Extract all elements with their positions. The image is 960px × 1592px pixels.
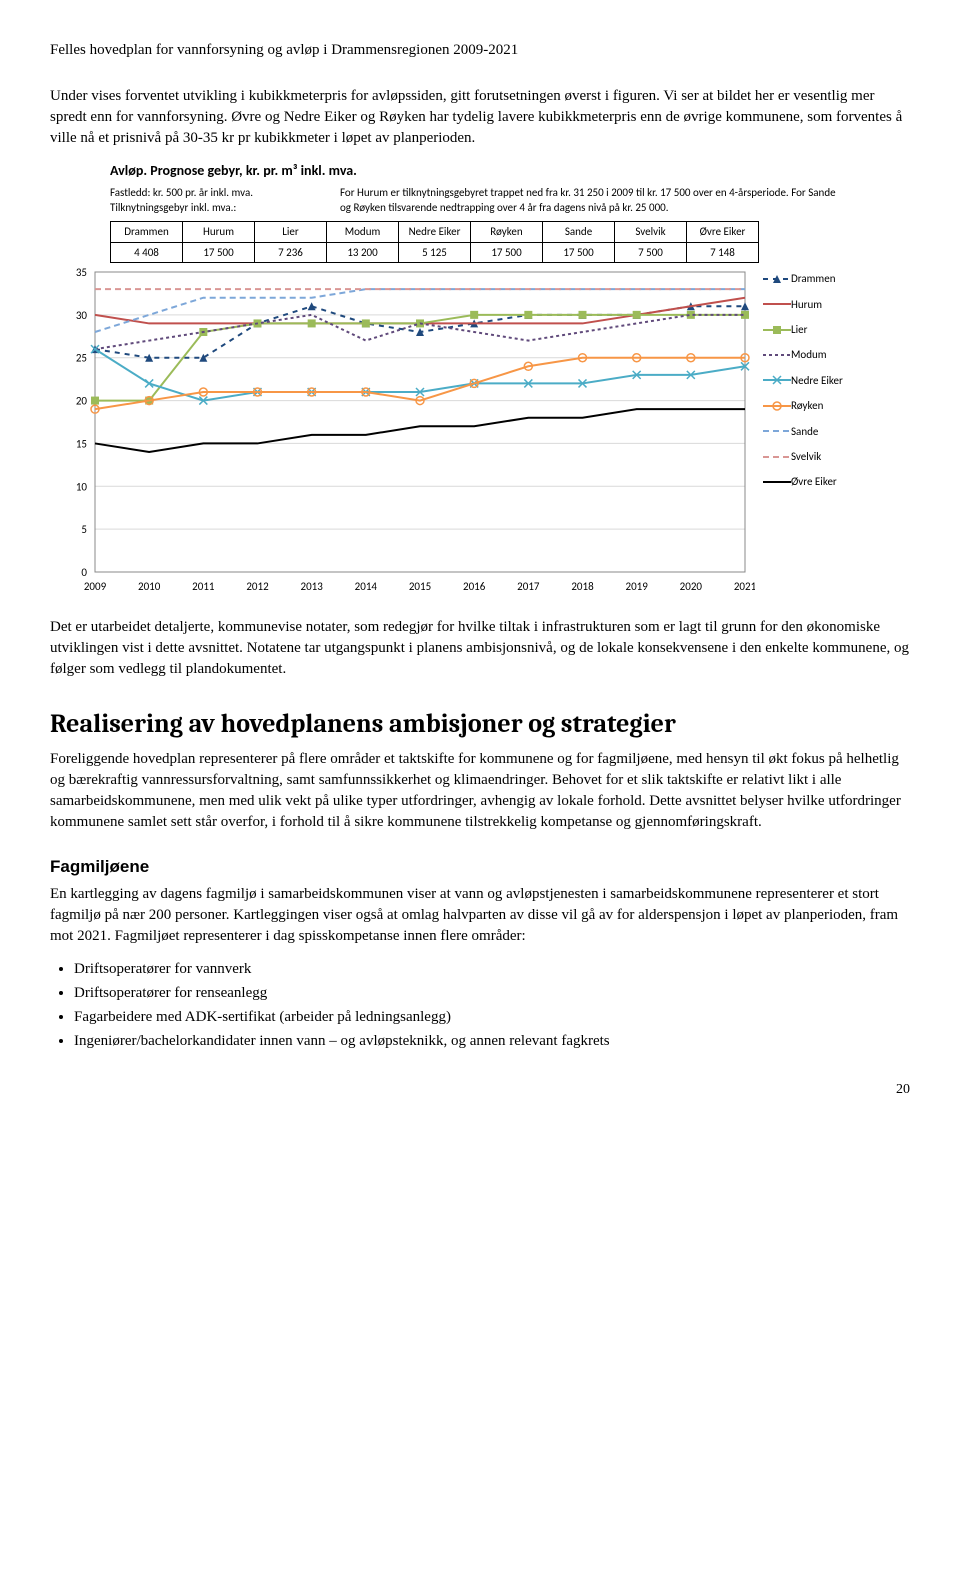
table-header-cell: Nedre Eiker: [399, 222, 471, 242]
svg-text:2009: 2009: [84, 580, 107, 593]
list-item: Driftsoperatører for vannverk: [74, 959, 910, 980]
intro-paragraph: Under vises forventet utvikling i kubikk…: [50, 86, 910, 149]
legend-item: Hurum: [763, 297, 843, 312]
list-item: Driftsoperatører for renseanlegg: [74, 983, 910, 1004]
svg-text:2021: 2021: [734, 580, 755, 593]
report-header: Felles hovedplan for vannforsyning og av…: [50, 40, 910, 61]
list-item: Ingeniører/bachelorkandidater innen vann…: [74, 1031, 910, 1052]
chart-svg: 0 5 10 15 20 25 30 35 2009 2010 2011 2012 2013 2014 20…: [50, 267, 755, 597]
table-value-cell: 4 408: [111, 242, 183, 262]
svg-text:2019: 2019: [626, 580, 649, 593]
svg-text:2017: 2017: [517, 580, 540, 593]
legend-label: Hurum: [791, 297, 822, 312]
legend-item: Sande: [763, 424, 843, 439]
svg-text:15: 15: [76, 438, 87, 451]
svg-text:0: 0: [81, 566, 87, 579]
svg-text:30: 30: [76, 309, 88, 322]
table-header-cell: Modum: [327, 222, 399, 242]
table-header-cell: Lier: [255, 222, 327, 242]
legend-item: Øvre Eiker: [763, 474, 843, 489]
svg-text:2013: 2013: [301, 580, 324, 593]
paragraph-after-chart: Det er utarbeidet detaljerte, kommunevis…: [50, 617, 910, 680]
svg-text:10: 10: [76, 480, 88, 493]
svg-text:2020: 2020: [680, 580, 703, 593]
svg-text:2014: 2014: [355, 580, 378, 593]
legend-label: Modum: [791, 347, 827, 362]
table-header-cell: Drammen: [111, 222, 183, 242]
legend-label: Drammen: [791, 271, 835, 286]
table-value-cell: 17 500: [543, 242, 615, 262]
legend-label: Svelvik: [791, 449, 821, 464]
legend-label: Nedre Eiker: [791, 373, 843, 388]
table-value-cell: 7 500: [615, 242, 687, 262]
page-number: 20: [50, 1080, 910, 1100]
svg-text:20: 20: [76, 395, 88, 408]
chart-note-right: For Hurum er tilknytningsgebyret trappet…: [340, 185, 910, 216]
svg-text:2011: 2011: [192, 580, 215, 593]
legend-label: Sande: [791, 424, 818, 439]
chart-table: DrammenHurumLierModumNedre EikerRøykenSa…: [110, 221, 759, 263]
note-left-line2: Tilknytningsgebyr inkl. mva.:: [110, 200, 340, 215]
legend-item: Drammen: [763, 271, 843, 286]
svg-text:2010: 2010: [138, 580, 161, 593]
table-value-cell: 7 148: [687, 242, 759, 262]
legend-label: Lier: [791, 322, 807, 337]
legend-label: Røyken: [791, 398, 823, 413]
svg-text:35: 35: [76, 267, 87, 279]
subsection-paragraph: En kartlegging av dagens fagmiljø i sama…: [50, 884, 910, 947]
table-value-cell: 13 200: [327, 242, 399, 262]
table-value-cell: 17 500: [183, 242, 255, 262]
chart-legend: Drammen Hurum Lier Modum Nedre Eiker Røyken Sa…: [755, 267, 843, 500]
legend-item: Lier: [763, 322, 843, 337]
svg-text:2012: 2012: [246, 580, 269, 593]
table-header-cell: Røyken: [471, 222, 543, 242]
section-heading: Realisering av hovedplanens ambisjoner o…: [50, 706, 910, 742]
legend-item: Røyken: [763, 398, 843, 413]
legend-item: Svelvik: [763, 449, 843, 464]
bullet-list: Driftsoperatører for vannverk Driftsopera…: [74, 959, 910, 1052]
table-value-cell: 5 125: [399, 242, 471, 262]
table-header-cell: Øvre Eiker: [687, 222, 759, 242]
legend-label: Øvre Eiker: [791, 474, 837, 489]
chart-title: Avløp. Prognose gebyr, kr. pr. m³ inkl. …: [110, 161, 910, 181]
table-header-cell: Hurum: [183, 222, 255, 242]
subsection-heading: Fagmiljøene: [50, 855, 910, 879]
svg-text:2016: 2016: [463, 580, 486, 593]
section-paragraph: Foreliggende hovedplan representerer på …: [50, 749, 910, 833]
chart-wrapper: Avløp. Prognose gebyr, kr. pr. m³ inkl. …: [50, 161, 910, 597]
svg-text:5: 5: [81, 523, 87, 536]
note-left-line1: Fastledd: kr. 500 pr. år inkl. mva.: [110, 185, 340, 200]
svg-text:2015: 2015: [409, 580, 431, 593]
table-value-cell: 17 500: [471, 242, 543, 262]
table-value-cell: 7 236: [255, 242, 327, 262]
list-item: Fagarbeidere med ADK-sertifikat (arbeide…: [74, 1007, 910, 1028]
svg-text:25: 25: [76, 352, 87, 365]
table-header-cell: Sande: [543, 222, 615, 242]
table-header-cell: Svelvik: [615, 222, 687, 242]
chart-note-left: Fastledd: kr. 500 pr. år inkl. mva. Tilk…: [110, 185, 340, 216]
legend-item: Modum: [763, 347, 843, 362]
legend-item: Nedre Eiker: [763, 373, 843, 388]
svg-text:2018: 2018: [571, 580, 594, 593]
